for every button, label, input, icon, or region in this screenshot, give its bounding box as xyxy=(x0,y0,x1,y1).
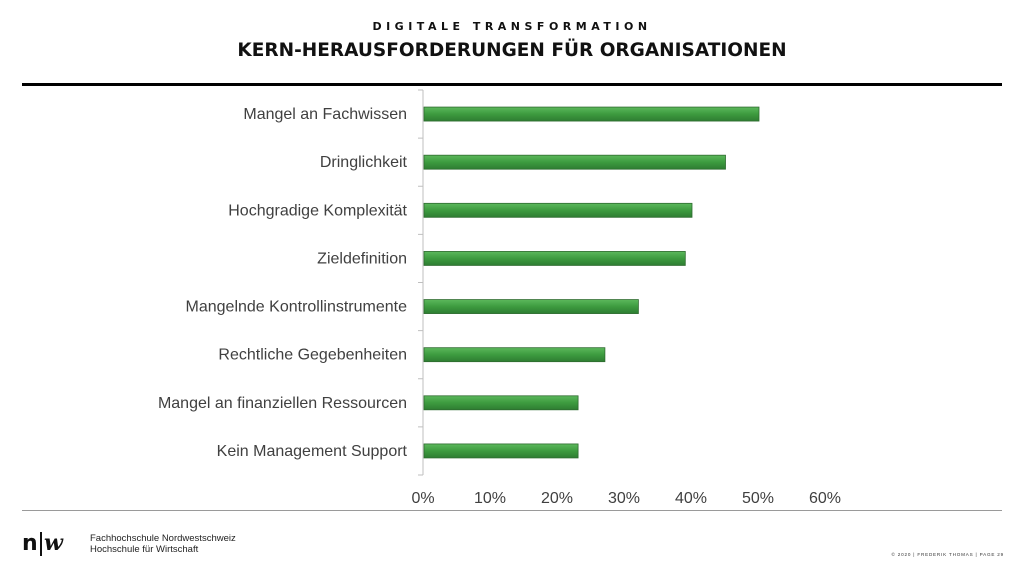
category-label: Rechtliche Gegebenheiten xyxy=(218,347,407,364)
svg-text:n: n xyxy=(22,531,38,556)
x-tick-label: 60% xyxy=(809,490,841,507)
bar-chart: Mangel an Fachwissen Dringlichkeit Hochgra… xyxy=(158,89,841,507)
bar xyxy=(423,299,639,314)
bar xyxy=(423,443,579,459)
footer-divider xyxy=(22,510,1002,511)
bar xyxy=(423,154,726,170)
header-divider xyxy=(22,83,1002,86)
category-label: Mangel an finanziellen Ressourcen xyxy=(158,395,407,412)
x-tick-label: 50% xyxy=(742,490,774,507)
category-label: Mangelnde Kontrollinstrumente xyxy=(186,299,408,316)
institution-line-1: Fachhochschule Nordwestschweiz xyxy=(90,533,236,544)
fhnw-logo: n w xyxy=(22,530,64,556)
x-tick-label: 20% xyxy=(541,490,573,507)
bar xyxy=(423,106,760,122)
copyright-footer: © 2020 | FREDERIK THOMAS | PAGE 29 xyxy=(892,552,1004,557)
bar xyxy=(423,202,693,218)
page-title: KERN-HERAUSFORDERUNGEN FÜR ORGANISATIONE… xyxy=(237,40,787,61)
bar xyxy=(423,251,686,266)
svg-text:w: w xyxy=(44,530,64,556)
x-tick-label: 0% xyxy=(411,490,434,507)
category-label: Dringlichkeit xyxy=(320,154,408,171)
category-label: Hochgradige Komplexität xyxy=(228,202,407,219)
institution-name: Fachhochschule Nordwestschweiz Hochschul… xyxy=(90,533,236,555)
x-tick-label: 40% xyxy=(675,490,707,507)
institution-line-2: Hochschule für Wirtschaft xyxy=(90,544,199,555)
category-label: Kein Management Support xyxy=(217,443,408,460)
bar xyxy=(423,347,606,363)
section-kicker: DIGITALE TRANSFORMATION xyxy=(372,20,652,33)
category-label: Mangel an Fachwissen xyxy=(243,106,407,123)
category-label: Zieldefinition xyxy=(317,250,407,267)
x-tick-label: 10% xyxy=(474,490,506,507)
bar xyxy=(423,395,579,411)
copyright-text: © 2020 | FREDERIK THOMAS | PAGE xyxy=(891,552,996,557)
x-tick-label: 30% xyxy=(608,490,640,507)
page-number: 29 xyxy=(997,552,1004,557)
